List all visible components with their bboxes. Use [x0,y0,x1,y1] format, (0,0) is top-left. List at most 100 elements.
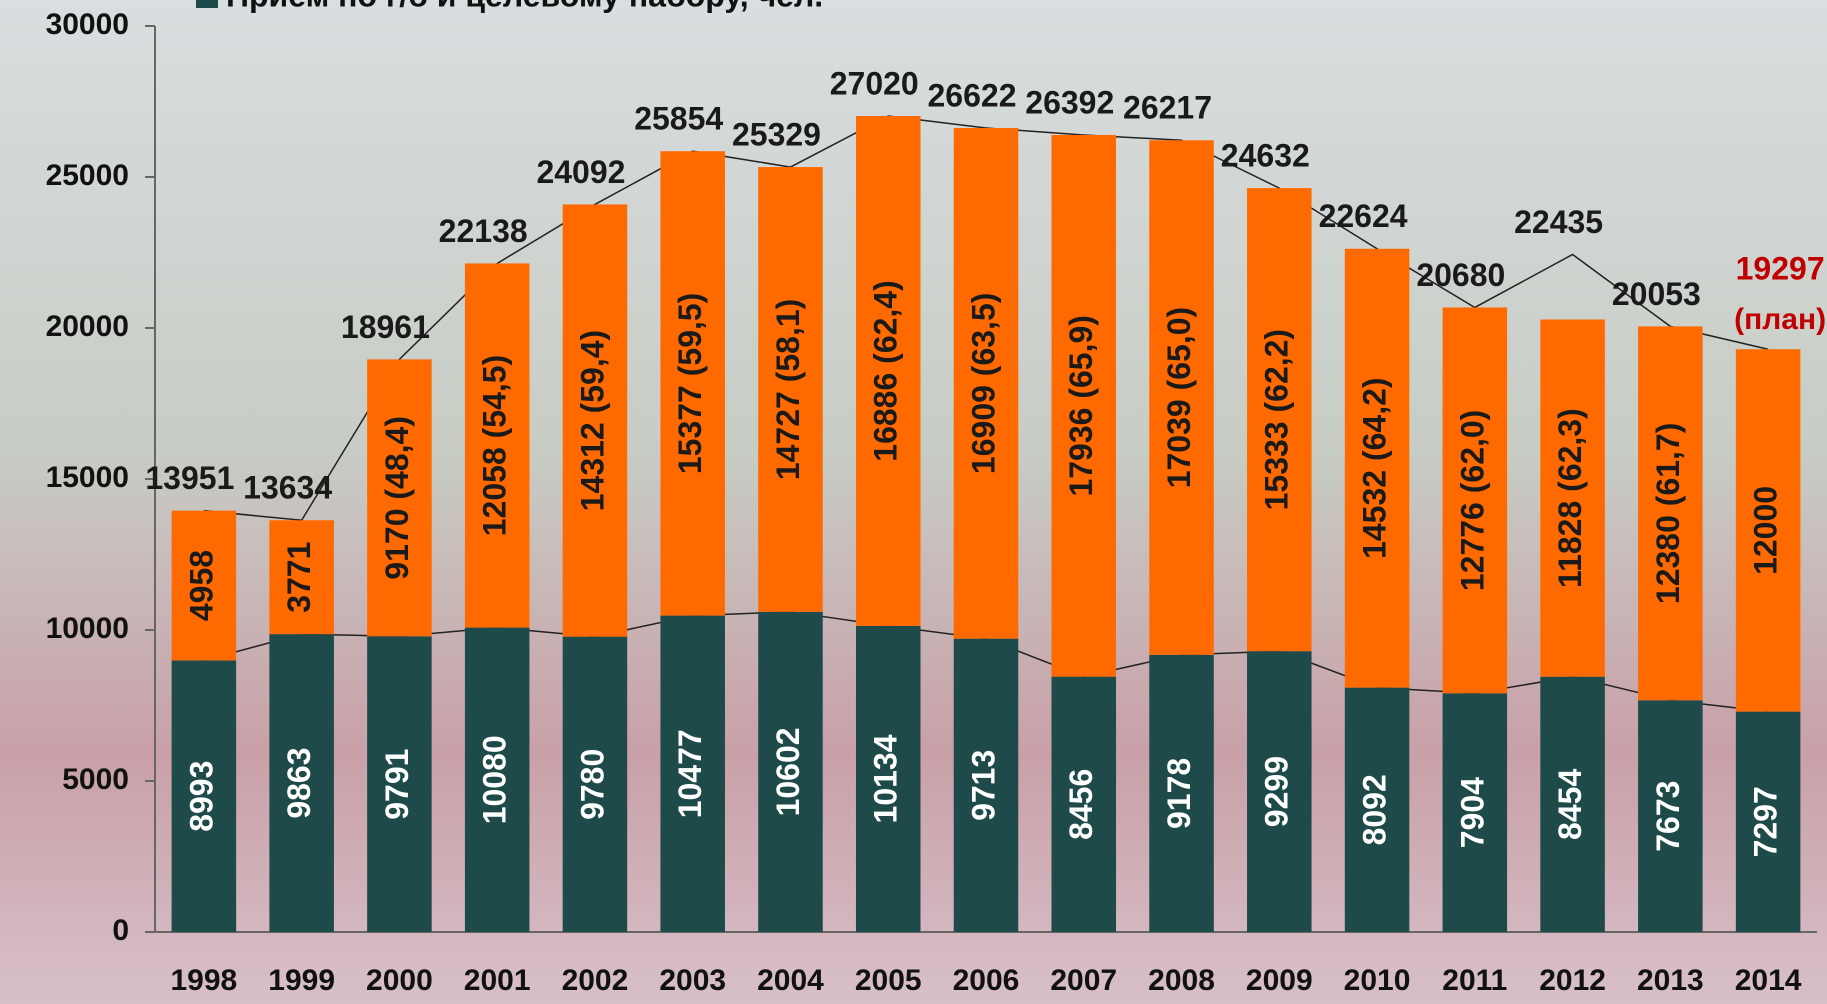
base-value-label: 9713 [965,750,1001,821]
x-tick-label: 2001 [464,964,531,997]
top-value-label: 14312 (59,4) [574,330,610,511]
bar-base [562,636,628,932]
bar-top [1247,188,1312,652]
base-value-label: 9178 [1161,758,1197,829]
top-value-label: 15333 (62,2) [1259,329,1295,510]
bar-top [1540,319,1605,677]
bar-top [1442,307,1508,694]
top-value-label: 14532 (64,2) [1357,377,1393,558]
x-tick-label: 2010 [1344,964,1411,997]
bar-top [1051,134,1117,677]
total-label: 13951 [145,460,234,496]
top-value-label: 4958 [183,550,219,621]
top-value-label: 17936 (65,9) [1063,315,1099,496]
legend-label: Прием по г/б и целевому набору, чел. [226,0,823,13]
top-value-label: 17039 (65,0) [1161,307,1197,488]
y-tick-label: 25000 [46,159,129,192]
top-value-label: 11828 (62,3) [1552,408,1588,588]
total-label: 24632 [1221,138,1310,174]
y-tick-label: 10000 [46,612,129,645]
top-value-label: 3771 [281,542,317,613]
base-value-label: 9791 [379,749,415,820]
bar-top [758,167,823,612]
total-label: 19297 [1736,251,1825,287]
legend-swatch [196,0,218,8]
base-value-label: 9780 [574,749,610,820]
total-label: 20680 [1416,257,1505,293]
bar-base [171,660,237,932]
bar-base [464,627,530,932]
y-tick-label: 0 [112,914,129,947]
bar-top [562,204,628,637]
top-value-label: 12776 (62,0) [1454,410,1490,591]
bar-top [1344,248,1410,688]
base-value-label: 9299 [1259,756,1295,827]
top-value-label: 16886 (62,4) [868,280,904,461]
total-label: 13634 [243,470,332,506]
x-tick-label: 2003 [659,964,726,997]
top-value-label: 14727 (58,1) [770,299,806,480]
bar-top [1638,326,1703,701]
total-label: 27020 [830,65,919,101]
bar-top [660,151,725,616]
base-value-label: 8092 [1357,774,1393,845]
y-tick-label: 20000 [46,310,129,343]
total-label: 22624 [1319,198,1408,234]
base-value-label: 10477 [672,729,708,818]
bar-base [1638,700,1703,932]
x-tick-label: 2009 [1246,964,1313,997]
total-label: 25329 [732,117,821,153]
bar-base [1051,676,1117,932]
bar-base [1442,693,1508,932]
total-label: 22435 [1514,204,1603,240]
bar-top [464,263,530,628]
base-value-label: 8454 [1552,769,1588,840]
top-value-label: 15377 (59,5) [672,293,708,474]
total-label: 22138 [439,213,528,249]
x-tick-label: 2007 [1050,964,1117,997]
base-value-label: 7904 [1454,777,1490,848]
bar-base [1247,651,1312,932]
bar-base [1540,676,1605,932]
total-label: 25854 [634,101,723,137]
base-value-label: 8456 [1063,769,1099,840]
x-tick-label: 2006 [953,964,1020,997]
base-value-label: 10134 [868,734,904,823]
x-tick-label: 1998 [171,964,238,997]
bar-base [1344,687,1410,932]
bar-base [1735,711,1801,932]
y-tick-label: 30000 [46,8,129,41]
bar-base [367,636,432,932]
x-tick-label: 2004 [757,964,824,997]
bar-top [1735,349,1801,712]
bar-base [269,634,334,932]
x-tick-label: 2005 [855,964,922,997]
x-tick-label: 1999 [268,964,335,997]
base-value-label: 10080 [477,735,513,824]
bar-top [171,510,237,661]
bar-top [269,520,334,635]
x-tick-label: 2014 [1735,964,1802,997]
total-label: 26217 [1123,90,1212,126]
total-label: 24092 [536,154,625,190]
base-value-label: 7297 [1748,786,1784,857]
y-tick-label: 15000 [46,461,129,494]
y-tick-label: 5000 [62,763,129,796]
total-label: 26622 [928,77,1017,113]
x-tick-label: 2011 [1442,964,1507,997]
bar-top [855,115,921,626]
base-value-label: 7673 [1650,781,1686,852]
x-tick-label: 2000 [366,964,433,997]
total-label: 20053 [1612,276,1701,312]
bar-base [953,638,1019,932]
x-tick-label: 2008 [1148,964,1215,997]
base-value-label: 9863 [281,747,317,818]
base-value-label: 8993 [183,761,219,832]
bar-base [660,615,725,932]
top-value-label: 12000 [1748,486,1784,575]
top-value-label: 12058 (54,5) [477,355,513,536]
top-value-label: 12380 (61,7) [1650,423,1686,604]
bar-base [1149,654,1214,932]
bar-top [367,359,432,637]
